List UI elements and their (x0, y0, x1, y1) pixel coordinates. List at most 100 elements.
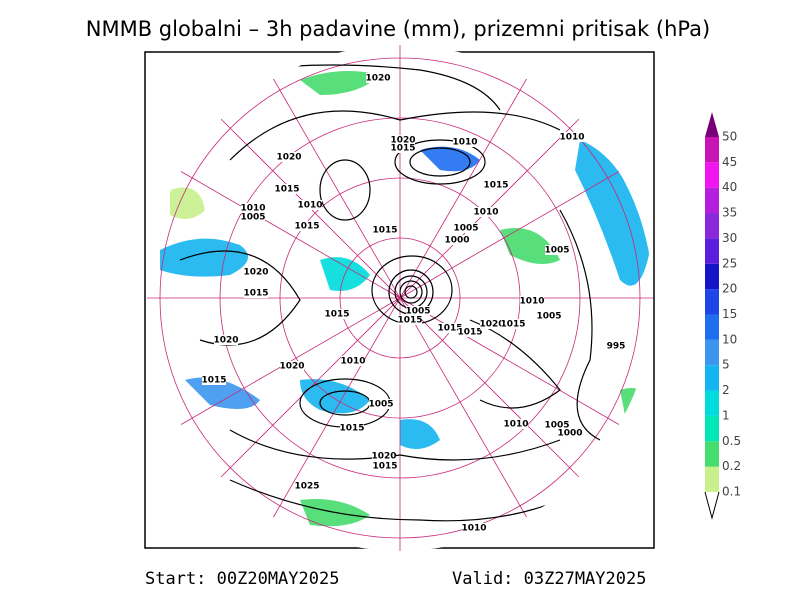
isobar-label-bg (453, 137, 477, 147)
isobar-label-bg (545, 420, 569, 430)
isobar-label-bg (295, 221, 319, 231)
isobar-label-bg (480, 319, 504, 329)
isobar-label-bg (244, 267, 268, 277)
isobar-label: 1020 (371, 452, 396, 462)
isobars (179, 64, 601, 522)
colorbar-bottom-arrow (704, 491, 720, 520)
start-time: Start: 00Z20MAY2025 (145, 569, 339, 589)
isobar-label-bg (341, 356, 365, 366)
isobar-label-bg (520, 296, 544, 306)
colorbar-box (705, 213, 719, 239)
isobar-label-bg (391, 143, 415, 153)
isobar-label-bg (484, 180, 508, 190)
isobar-label: 1015 (390, 144, 415, 154)
isobar-label: 1010 (519, 297, 544, 307)
isobar-label: 995 (607, 342, 626, 352)
isobar-label-bg (241, 212, 265, 222)
isobar-label: 1005 (240, 213, 265, 223)
isobar-label-bg (391, 135, 415, 145)
isobar-label-bg (298, 200, 322, 210)
isobar-label-bg (458, 327, 482, 337)
isobar-label-bg (445, 235, 469, 245)
isobar-label: 1010 (240, 204, 265, 214)
isobar-label: 1005 (453, 224, 478, 234)
isobar-label: 1005 (368, 400, 393, 410)
colorbar-label: 0.5 (722, 434, 741, 448)
isobar-label-bg (537, 311, 561, 321)
isobar-label-bg (340, 423, 364, 433)
isobar-label: 1010 (452, 138, 477, 148)
isobar-label: 1015 (372, 462, 397, 472)
isobar-label: 1020 (276, 153, 301, 163)
isobar-label-bg (214, 335, 238, 345)
isobar-label: 1010 (503, 420, 528, 430)
colorbar-box (705, 390, 719, 416)
isobar-label-bg (406, 306, 430, 316)
isobar-label: 1010 (461, 524, 486, 534)
colorbar-label: 30 (722, 231, 737, 245)
colorbar-label: 2 (722, 383, 730, 397)
isobar-label-bg (501, 319, 525, 329)
isobar-label-bg (244, 288, 268, 298)
isobar-label-bg (545, 245, 569, 255)
isobar-label-bg (275, 184, 299, 194)
isobar-label: 1015 (294, 222, 319, 232)
isobar-label: 1020 (279, 362, 304, 372)
isobar-label: 1020 (390, 136, 415, 146)
isobar-label-bg (372, 451, 396, 461)
isobar-label-bg (454, 223, 478, 233)
colorbar-label: 10 (722, 332, 737, 346)
isobar-label: 1015 (339, 424, 364, 434)
colorbar-label: 0.1 (722, 485, 741, 499)
isobar-label: 1005 (544, 246, 569, 256)
isobar-label: 1000 (557, 429, 582, 439)
isobar-label: 1020 (243, 268, 268, 278)
isobar-label-bg (295, 481, 319, 491)
colorbar-label: 0.2 (722, 459, 741, 473)
isobar-label: 1015 (324, 310, 349, 320)
isobar-label-bg (474, 207, 498, 217)
colorbar-box (705, 314, 719, 340)
isobar-label: 1000 (444, 236, 469, 246)
isobar-label: 1010 (340, 357, 365, 367)
colorbar-label: 25 (722, 256, 737, 270)
isobar-label: 1010 (297, 201, 322, 211)
colorbar-label: 35 (722, 206, 737, 220)
colorbar-label: 20 (722, 282, 737, 296)
isobar-label: 1025 (294, 482, 319, 492)
isobar-label: 1010 (473, 208, 498, 218)
isobar-label: 1020 (213, 336, 238, 346)
colorbar-box (705, 415, 719, 442)
isobar-label-bg (604, 341, 628, 351)
isobar-label-bg (504, 419, 528, 429)
isobar-label-bg (560, 132, 584, 142)
title: NMMB globalni – 3h padavine (mm), prizem… (86, 17, 710, 41)
isobar-label: 1010 (559, 133, 584, 143)
isobar-label-bg (462, 523, 486, 533)
colorbar-box (705, 162, 719, 188)
colorbar-box (705, 263, 719, 290)
isobar-label: 1015 (457, 328, 482, 338)
colorbar-box (705, 238, 719, 264)
isobar-label-bg (241, 203, 265, 213)
colorbar-box (705, 365, 719, 391)
colorbar-label: 40 (722, 180, 737, 194)
isobar-label-bg (280, 361, 304, 371)
isobar-label-bg (277, 152, 301, 162)
isobar-label: 1015 (500, 320, 525, 330)
isobar-label-bg (438, 323, 462, 333)
colorbar-label: 45 (722, 155, 737, 169)
colorbar-box (705, 187, 719, 214)
colorbar-label: 15 (722, 307, 737, 321)
isobar-label-bg (373, 225, 397, 235)
isobar-label-bg (558, 428, 582, 438)
colorbar-box (705, 441, 719, 467)
isobar-label-bg (366, 73, 390, 83)
isobar-label-bg (202, 375, 226, 385)
isobar-label: 1015 (201, 376, 226, 386)
isobar-label: 1005 (544, 421, 569, 431)
colorbar-label: 50 (722, 129, 737, 143)
